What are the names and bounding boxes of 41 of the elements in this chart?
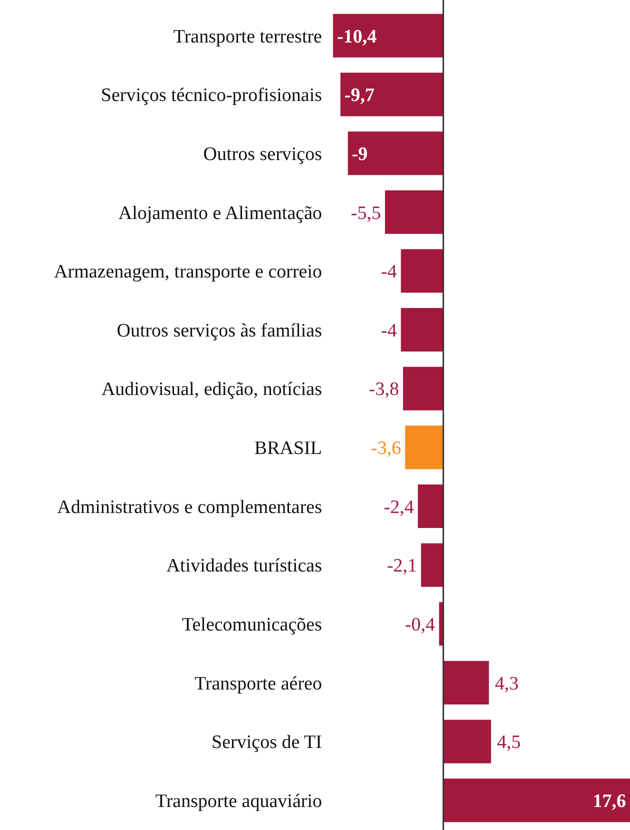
bar bbox=[443, 778, 630, 822]
y-tick-label: Administrativos e complementares bbox=[57, 496, 322, 518]
y-tick-label: Transporte aéreo bbox=[194, 673, 322, 694]
y-tick-label: Armazenagem, transporte e correio bbox=[54, 262, 322, 283]
y-tick-label: Transporte terrestre bbox=[173, 26, 322, 48]
y-tick-label: Serviços de TI bbox=[212, 732, 322, 754]
data-label: -4 bbox=[381, 320, 398, 342]
y-tick-label: Serviços técnico-profisionais bbox=[100, 85, 322, 106]
y-tick-label: BRASIL bbox=[254, 438, 322, 460]
bar bbox=[405, 426, 444, 470]
bar bbox=[400, 308, 444, 352]
bar bbox=[443, 660, 489, 704]
bar bbox=[443, 720, 492, 764]
data-label: -10,4 bbox=[337, 26, 378, 48]
data-label: 17,6 bbox=[592, 791, 626, 812]
bar bbox=[348, 132, 444, 176]
y-tick-label: Atividades turísticas bbox=[166, 556, 322, 577]
y-tick-label: Outros serviços às famílias bbox=[116, 320, 322, 342]
y-tick-label: Outros serviços bbox=[203, 144, 322, 165]
bar bbox=[384, 190, 444, 234]
data-label: -9,7 bbox=[344, 85, 375, 106]
bar bbox=[333, 14, 444, 58]
y-tick-label: Transporte aquaviário bbox=[155, 791, 322, 812]
data-label: -3,6 bbox=[371, 438, 402, 460]
bar bbox=[403, 366, 444, 410]
bar bbox=[418, 484, 444, 528]
data-label: -2,4 bbox=[384, 496, 414, 518]
data-label: -3,8 bbox=[368, 379, 400, 400]
data-label: -0,4 bbox=[404, 614, 436, 636]
data-label: -2,1 bbox=[386, 556, 418, 577]
y-tick-label: Audiovisual, edição, notícias bbox=[101, 379, 322, 400]
data-label: -5,5 bbox=[350, 202, 381, 224]
y-tick-label: Alojamento e Alimentação bbox=[118, 202, 322, 224]
bar bbox=[400, 249, 444, 293]
y-tick-label: Telecomunicações bbox=[182, 614, 322, 636]
bar bbox=[340, 72, 444, 116]
data-label: 4,5 bbox=[497, 732, 521, 754]
bar bbox=[421, 543, 444, 587]
data-label: -4 bbox=[381, 262, 398, 283]
data-label: 4,3 bbox=[494, 673, 519, 694]
data-label: -9 bbox=[352, 144, 368, 165]
